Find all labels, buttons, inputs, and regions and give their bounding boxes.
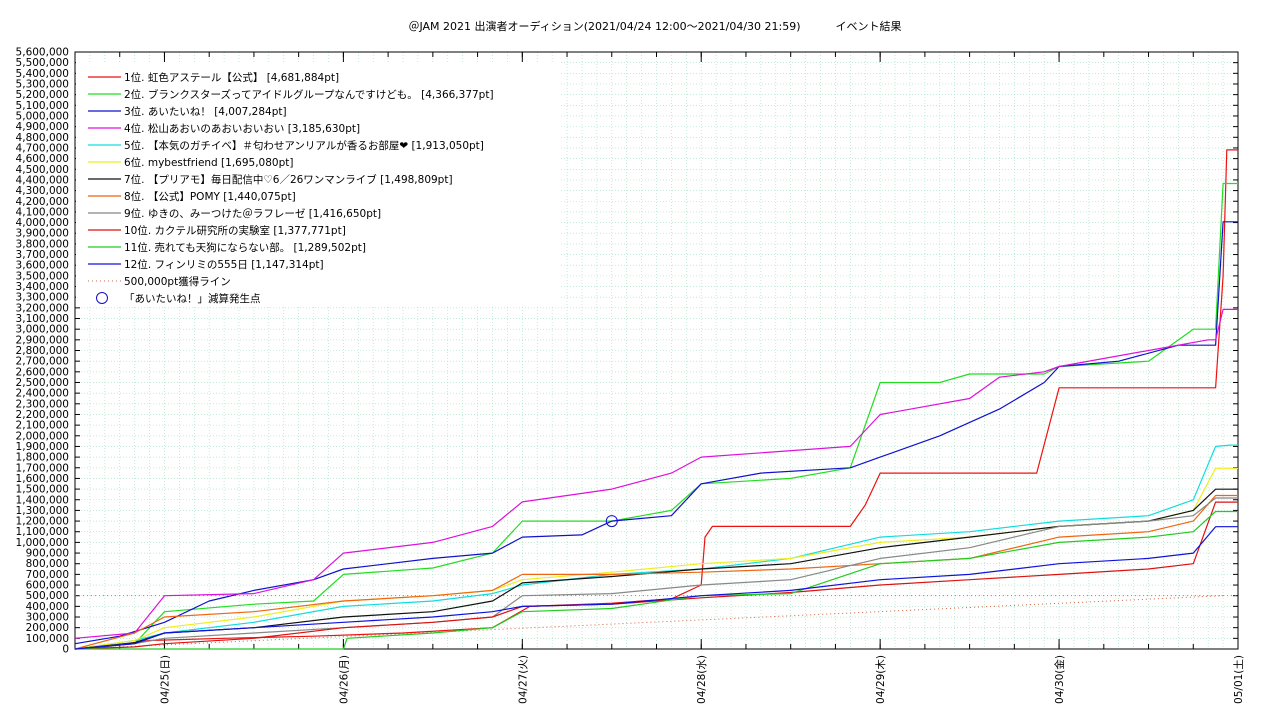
y-tick-label: 5,500,000 xyxy=(16,57,69,69)
x-tick-label: 05/01(土) xyxy=(1232,655,1245,704)
legend-label: 500,000pt獲得ライン xyxy=(124,275,231,288)
series-line-1 xyxy=(74,149,1238,650)
y-tick-label: 4,700,000 xyxy=(16,142,69,154)
y-tick-label: 2,400,000 xyxy=(16,388,69,400)
y-tick-label: 1,500,000 xyxy=(16,484,69,496)
series-line-11 xyxy=(75,510,1238,650)
series-line-8 xyxy=(74,494,1238,650)
legend: 1位. 虹色アステール【公式】 [4,681,884pt] 2位. ブランクスター… xyxy=(76,62,561,307)
y-tick-label: 4,900,000 xyxy=(16,121,69,133)
y-tick-label: 2,600,000 xyxy=(16,366,69,378)
chart-title: ＠JAM 2021 出演者オーディション(2021/04/24 12:00〜20… xyxy=(408,20,902,33)
y-tick-label: 2,800,000 xyxy=(16,345,69,357)
series-line-10 xyxy=(74,501,1238,650)
series-line-4 xyxy=(74,308,1238,639)
y-tick-label: 800,000 xyxy=(26,558,69,570)
y-tick-label: 2,300,000 xyxy=(16,398,69,410)
y-tick-label: 5,300,000 xyxy=(16,78,69,90)
y-tick-label: 1,600,000 xyxy=(16,473,69,485)
x-tick-label: 04/30(金) xyxy=(1053,655,1066,704)
series-line-6 xyxy=(74,467,1238,650)
series-line-12 xyxy=(74,526,1238,650)
x-tick-label: 04/29(木) xyxy=(875,655,887,704)
y-axis: 0100,000200,000300,000400,000500,000600,… xyxy=(16,47,1238,656)
y-tick-label: 4,100,000 xyxy=(16,206,69,218)
y-tick-label: 4,400,000 xyxy=(16,174,69,186)
y-tick-label: 1,000,000 xyxy=(16,537,69,549)
y-tick-label: 3,800,000 xyxy=(16,238,69,250)
y-tick-label: 4,000,000 xyxy=(16,217,69,229)
y-tick-label: 400,000 xyxy=(26,601,69,613)
y-tick-label: 5,100,000 xyxy=(16,100,69,112)
legend-label: 3位. あいたいね！ [4,007,284pt] xyxy=(124,105,287,118)
y-tick-label: 3,700,000 xyxy=(16,249,69,261)
legend-label: 11位. 売れても天狗にならない部。 [1,289,502pt] xyxy=(124,241,366,254)
y-tick-label: 5,000,000 xyxy=(16,110,69,122)
y-tick-label: 300,000 xyxy=(26,612,69,624)
y-tick-label: 5,400,000 xyxy=(16,68,69,80)
y-tick-label: 1,100,000 xyxy=(16,526,69,538)
y-tick-label: 1,300,000 xyxy=(16,505,69,517)
x-tick-label: 04/27(火) xyxy=(517,655,529,704)
y-tick-label: 100,000 xyxy=(26,633,69,645)
legend-label: 1位. 虹色アステール【公式】 [4,681,884pt] xyxy=(124,71,339,84)
y-tick-label: 4,500,000 xyxy=(16,164,69,176)
legend-background xyxy=(76,62,561,307)
legend-label: 4位. 松山あおいのあおいおいおい [3,185,630pt] xyxy=(124,122,360,135)
y-tick-label: 5,200,000 xyxy=(16,89,69,101)
y-tick-label: 5,600,000 xyxy=(16,47,69,59)
legend-label: 7位. 【プリアモ】毎日配信中♡6／26ワンマンライブ [1,498,809pt… xyxy=(124,173,453,186)
x-tick-label: 04/26(月) xyxy=(338,655,350,704)
y-tick-label: 1,900,000 xyxy=(16,441,69,453)
legend-label: 「あいたいね！」減算発生点 xyxy=(124,292,261,305)
legend-label: 12位. フィンリミの555日 [1,147,314pt] xyxy=(124,258,324,271)
legend-label: 6位. mybestfriend [1,695,080pt] xyxy=(124,156,293,169)
y-tick-label: 4,200,000 xyxy=(16,196,69,208)
y-tick-label: 2,500,000 xyxy=(16,377,69,389)
legend-marker-swatch xyxy=(96,292,108,304)
y-tick-label: 2,100,000 xyxy=(16,420,69,432)
y-tick-label: 500,000 xyxy=(26,590,69,602)
y-tick-label: 3,200,000 xyxy=(16,302,69,314)
y-tick-label: 1,200,000 xyxy=(16,516,69,528)
y-tick-label: 0 xyxy=(62,644,69,656)
series-line-2 xyxy=(74,182,1238,650)
y-tick-label: 900,000 xyxy=(26,548,69,560)
y-tick-label: 1,800,000 xyxy=(16,452,69,464)
x-axis: 04/25(日) 04/26(月) 04/27(火) 04/28(水) 04/29(木)… xyxy=(74,52,1245,704)
series-group xyxy=(74,149,1238,650)
y-tick-label: 3,500,000 xyxy=(16,270,69,282)
y-tick-label: 3,000,000 xyxy=(16,324,69,336)
y-tick-label: 700,000 xyxy=(26,569,69,581)
y-tick-label: 1,700,000 xyxy=(16,462,69,474)
y-tick-label: 2,000,000 xyxy=(16,430,69,442)
legend-label: 8位. 【公式】POMY [1,440,075pt] xyxy=(124,190,296,203)
y-tick-label: 600,000 xyxy=(26,580,69,592)
y-tick-label: 200,000 xyxy=(26,622,69,634)
x-tick-label: 04/25(日) xyxy=(159,655,171,704)
y-tick-label: 3,300,000 xyxy=(16,292,69,304)
series-line-9 xyxy=(74,497,1238,650)
y-tick-label: 1,400,000 xyxy=(16,494,69,506)
legend-label: 10位. カクテル研究所の実験室 [1,377,771pt] xyxy=(124,224,346,237)
legend-label: 2位. ブランクスターズってアイドルグループなんですけども。 [4,366,37… xyxy=(124,88,494,101)
y-tick-label: 2,700,000 xyxy=(16,356,69,368)
y-tick-label: 3,400,000 xyxy=(16,281,69,293)
y-tick-label: 4,300,000 xyxy=(16,185,69,197)
y-tick-label: 4,600,000 xyxy=(16,153,69,165)
legend-label: 9位. ゆきの、みーつけた＠ラフレーゼ [1,416,650pt] xyxy=(124,207,381,220)
y-tick-label: 2,200,000 xyxy=(16,409,69,421)
y-tick-label: 3,600,000 xyxy=(16,260,69,272)
series-line-3 xyxy=(74,221,1238,645)
y-tick-label: 3,100,000 xyxy=(16,313,69,325)
legend-label: 5位. 【本気のガチイベ】＃匂わせアンリアルが香るお部屋❤ [1,913,050… xyxy=(124,139,484,152)
y-tick-label: 4,800,000 xyxy=(16,132,69,144)
x-tick-label: 04/28(水) xyxy=(696,655,708,704)
y-tick-label: 2,900,000 xyxy=(16,334,69,346)
y-tick-label: 3,900,000 xyxy=(16,228,69,240)
marker-subtraction-point xyxy=(605,515,618,528)
